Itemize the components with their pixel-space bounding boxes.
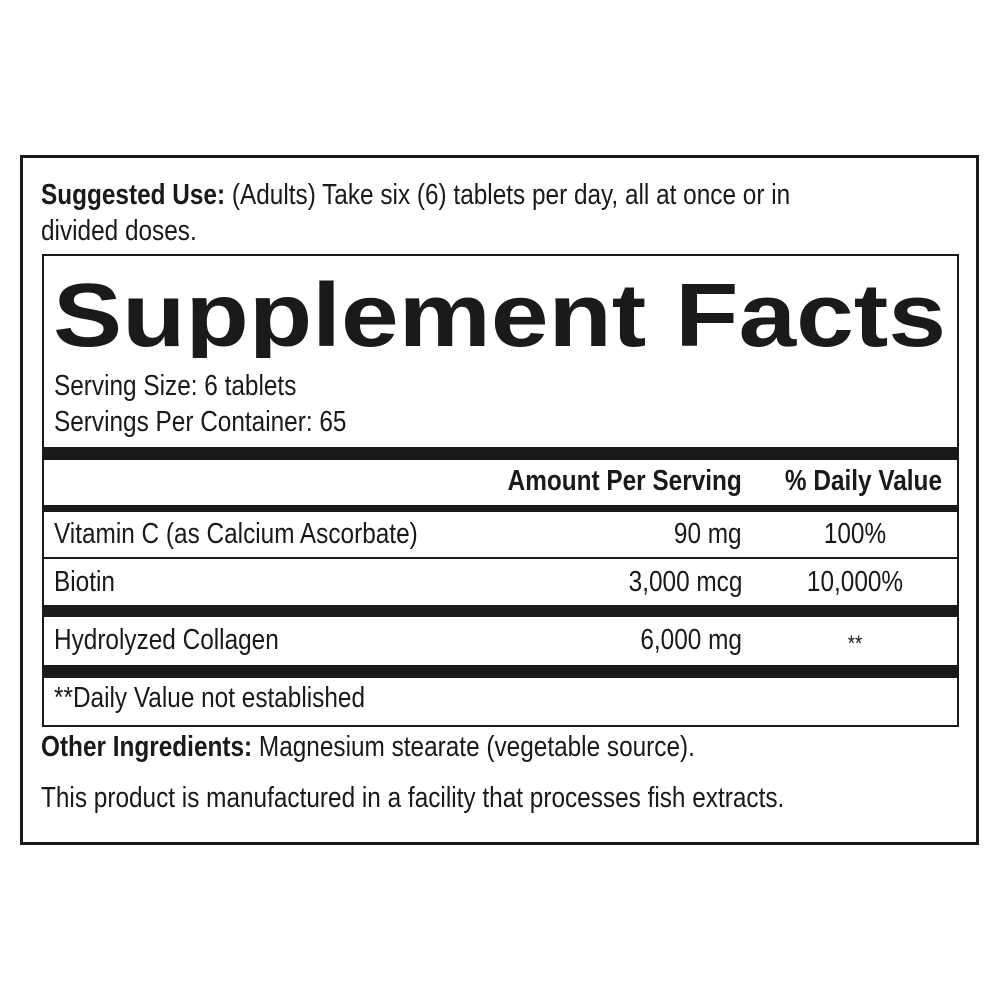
facts-title: Supplement Facts	[53, 268, 946, 358]
nutrient-dv: 10,000%	[806, 566, 904, 598]
nutrient-amount: 6,000 mg	[640, 624, 742, 656]
nutrient-name: Vitamin C (as Calcium Ascorbate)	[54, 518, 418, 550]
divider-thick	[42, 605, 959, 617]
divider-thin	[42, 557, 959, 559]
footnote: **Daily Value not established	[54, 682, 366, 714]
other-ingredients-label: Other Ingredients:	[41, 731, 253, 763]
nutrient-dv: 100%	[823, 518, 887, 550]
divider-medium	[42, 505, 959, 512]
serving-size: Serving Size: 6 tablets	[54, 370, 297, 402]
suggested-use-label: Suggested Use:	[41, 179, 226, 211]
label-border	[20, 155, 979, 845]
suggested-use-text-cont: divided doses.	[41, 215, 197, 247]
header-amount: Amount Per Serving	[507, 465, 742, 497]
suggested-use-text: (Adults) Take six (6) tablets per day, a…	[225, 179, 791, 211]
nutrient-amount: 3,000 mcg	[628, 566, 742, 598]
other-ingredients-text: Magnesium stearate (vegetable source).	[252, 731, 695, 763]
nutrient-name: Biotin	[54, 566, 115, 598]
divider-thick	[42, 447, 959, 460]
nutrient-amount: 90 mg	[674, 518, 742, 550]
allergen-statement: This product is manufactured in a facili…	[41, 782, 785, 814]
divider-thick	[42, 665, 959, 678]
nutrient-dv: **	[847, 631, 863, 656]
suggested-use: Suggested Use: (Adults) Take six (6) tab…	[41, 178, 790, 212]
nutrient-name: Hydrolyzed Collagen	[54, 624, 279, 656]
supplement-facts-panel	[42, 254, 959, 727]
header-daily-value: % Daily Value	[784, 465, 942, 497]
servings-per-container: Servings Per Container: 65	[54, 406, 347, 438]
facts-title-text: Supplement Facts	[53, 268, 946, 358]
other-ingredients: Other Ingredients: Magnesium stearate (v…	[41, 730, 695, 764]
